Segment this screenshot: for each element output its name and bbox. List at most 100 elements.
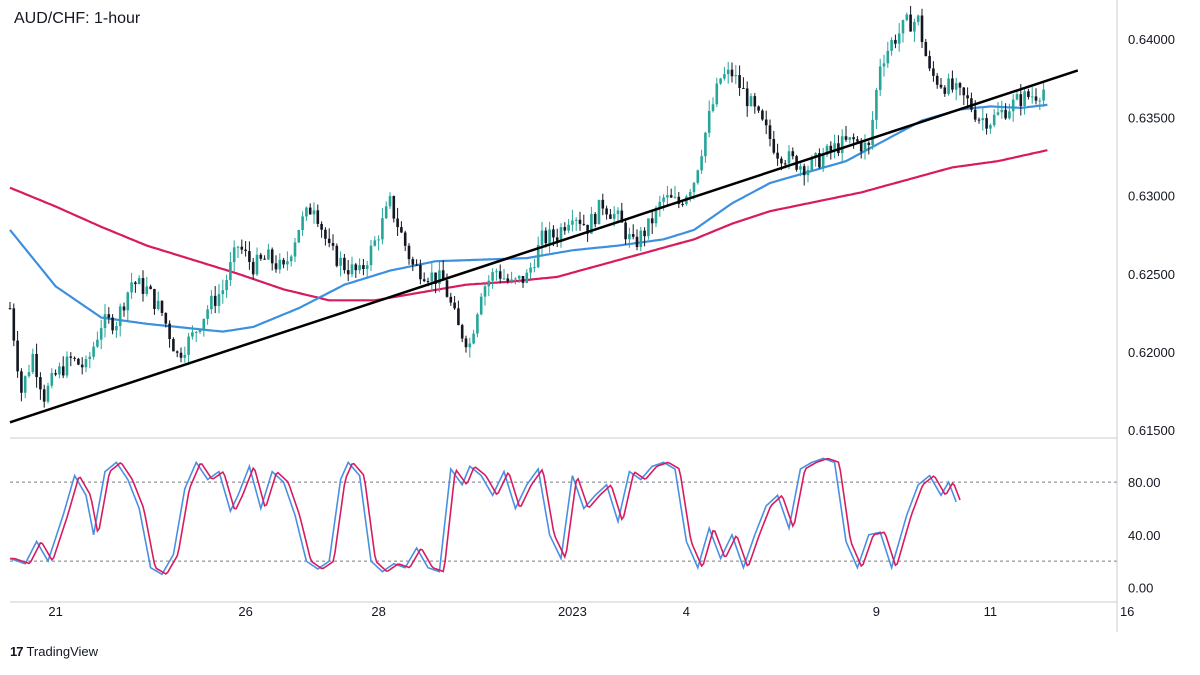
stochastic-pane[interactable] [9,457,961,576]
candle-body [814,153,817,158]
candle [483,282,487,306]
candle [688,188,692,202]
candle-body [61,366,65,376]
candle [305,206,308,221]
candle [92,341,95,360]
candle-body [175,351,179,353]
candle-body [757,106,760,111]
candle-body [821,154,825,168]
candle-body [244,249,247,252]
candle [799,163,802,177]
candle-body [829,145,833,151]
candle-body [848,137,852,140]
candle [35,343,38,388]
candle [54,369,57,377]
candle-body [548,229,551,244]
candle [502,268,506,280]
candle [521,275,525,288]
candle-body [677,196,681,204]
candle-body [99,328,103,340]
candle-body [700,156,703,171]
ma-slow-series [9,149,1048,302]
candle [384,201,388,220]
candle [985,113,988,135]
candle-body [77,358,80,365]
candle-body [643,230,646,237]
candle-body [624,222,627,240]
trendline[interactable] [9,69,1079,424]
price-pane[interactable] [8,5,1079,424]
time-axis[interactable]: 21 26 28 2023 4 9 11 16 [48,604,1134,619]
candle [244,241,247,257]
candle [187,332,190,366]
candle-body [734,75,738,77]
candle-body [491,272,494,281]
candle-body [324,229,327,239]
candle [951,70,954,93]
support-trendline[interactable] [9,69,1079,424]
candle-body [620,210,624,223]
candle [278,253,282,274]
candle-body [681,203,684,205]
candle-body [768,125,772,139]
stoch-tick-label: 80.00 [1128,475,1161,490]
price-tick-label: 0.63000 [1128,189,1175,204]
candle-body [460,325,464,339]
candle [970,92,973,113]
candle [160,300,164,317]
candle-body [894,39,897,44]
ma-fast-series [9,103,1048,333]
candle-body [1015,94,1019,100]
candle-body [833,143,836,151]
candle-body [962,87,966,96]
tradingview-brand[interactable]: 17 TradingView [10,644,98,659]
candle-body [882,63,886,67]
candle [643,227,646,247]
candle-body [50,373,54,386]
candle [145,276,149,297]
candle-body [187,336,190,355]
candle-body [719,78,722,84]
candle [377,235,380,251]
candle [597,199,601,225]
candle [498,264,502,284]
candle [1034,88,1038,105]
candle [335,243,339,268]
candle-body [297,230,301,243]
price-tick-label: 0.61500 [1128,423,1175,438]
candle-body [213,295,217,306]
candle-body [1011,99,1015,112]
candle-body [582,223,586,225]
candle [422,272,426,283]
candle [449,292,453,306]
candle [96,331,99,349]
candle [248,241,251,270]
candle-body [780,158,783,164]
candle [875,87,878,130]
candle-body [867,142,871,146]
candle-body [156,300,160,309]
candle [343,253,346,274]
candle-body [852,137,855,140]
candle-body [502,278,506,280]
candle [916,14,920,26]
candle-body [35,353,38,378]
price-axis[interactable]: 0.64000 0.63500 0.63000 0.62500 0.62000 0.615… [1128,32,1175,595]
candle-body [267,249,270,260]
candle-body [654,207,658,224]
candle-body [282,259,285,265]
candle-body [514,278,517,280]
stoch-tick-label: 0.00 [1128,580,1153,595]
candle [198,329,202,334]
candle-body [457,308,460,326]
candle [590,206,593,234]
candle [989,123,992,134]
candle [137,275,141,285]
candle-body [1038,100,1042,102]
candle [901,19,905,43]
candle [928,50,931,72]
candle [206,305,209,325]
candle-body [631,234,635,237]
candle [571,209,574,232]
candle-body [593,214,597,225]
